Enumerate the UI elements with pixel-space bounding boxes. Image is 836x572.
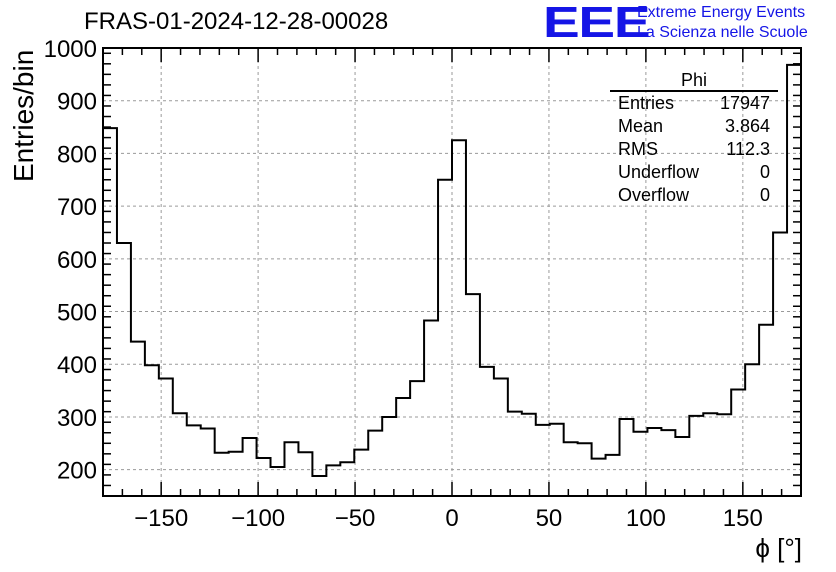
histogram-bin [550,424,564,496]
histogram-bin [745,364,759,496]
histogram-bin [773,232,787,496]
stats-label: Underflow [618,162,700,182]
x-tick-label: 100 [626,505,666,532]
x-axis-label: ϕ [°] [755,533,802,563]
histogram-bin [382,417,396,496]
stats-value: 0 [759,185,770,205]
x-tick-label: −50 [335,505,376,532]
y-tick-label: 900 [57,89,97,116]
grid-lines [103,48,801,496]
histogram-bin [298,452,312,496]
histogram-bin [592,459,606,496]
logo-line-2: La Scienza nelle Scuole [637,24,808,41]
y-tick-label: 1000 [44,36,97,63]
stats-title: Phi [610,70,778,92]
eee-logo: EEE [543,0,651,47]
histogram-bin [438,180,452,496]
histogram-bin [117,243,131,496]
histogram-bin [620,419,634,496]
histogram-bin [494,378,508,496]
histogram-bin [508,412,522,496]
x-tick-label: −100 [231,505,285,532]
stats-value: 3.864 [724,116,770,136]
stats-value: 17947 [719,93,770,113]
histogram-bin [229,452,243,496]
histogram-bin [564,442,578,496]
histogram-bin [173,413,187,496]
histogram-bin [703,413,717,496]
histogram-bin [243,438,257,496]
histogram-bin [536,425,550,496]
x-tick-label: −150 [134,505,188,532]
chart-title: FRAS-01-2024-12-28-00028 [84,8,389,35]
histogram-bin [159,378,173,496]
histogram-bin [661,430,675,496]
x-tick-label: 50 [536,505,563,532]
stats-label: Overflow [618,185,690,205]
histogram-bin [480,367,494,496]
histogram-bin [131,342,145,496]
histogram-bin [689,416,703,496]
stats-label: RMS [618,139,658,159]
histogram-bin [215,453,229,496]
y-tick-label: 800 [57,141,97,168]
logo-line-1: Extreme Energy Events [637,4,806,21]
y-tick-label: 300 [57,405,97,432]
axis-ticks [102,48,802,497]
histogram-bin [731,390,745,496]
stats-label: Mean [618,116,664,136]
histogram-bin [759,325,773,496]
y-axis-label: Entries/bin [8,49,39,182]
histogram-bin [312,476,326,496]
histogram-bin [340,462,354,496]
y-tick-label: 500 [57,300,97,327]
histogram-bin [647,428,661,496]
histogram-bin [396,398,410,496]
stats-row-overflow: Overflow 0 [610,184,778,207]
histogram-bin [578,443,592,496]
histogram-bin [368,431,382,496]
histogram-bin [466,294,480,496]
stats-row-mean: Mean 3.864 [610,115,778,138]
histogram-bin [787,65,801,496]
stats-label: Entries [618,93,675,113]
stats-value: 112.3 [726,139,770,159]
y-tick-label: 700 [57,194,97,221]
histogram-bin [522,414,536,496]
histogram-bin [354,450,368,496]
histogram-bin [452,140,466,496]
y-tick-label: 200 [57,458,97,485]
histogram-bin [410,381,424,496]
x-tick-label: 150 [723,505,763,532]
histogram-bin [284,442,298,496]
stats-box: Phi Entries 17947 Mean 3.864 RMS 112.3 U… [610,70,778,207]
stats-value: 0 [759,162,770,182]
histogram-bin [326,465,340,496]
x-tick-label: 0 [445,505,458,532]
histogram-bin [675,437,689,496]
histogram-bin [424,320,438,496]
y-tick-label: 400 [57,352,97,379]
histogram-bin [103,128,117,496]
y-tick-label: 600 [57,247,97,274]
histogram-bin [717,414,731,496]
stats-row-entries: Entries 17947 [610,92,778,115]
histogram-bin [201,429,215,496]
histogram-bin [145,365,159,496]
histogram-outline [103,63,801,477]
stats-row-rms: RMS 112.3 [610,138,778,161]
histogram-bin [187,425,201,496]
stats-row-underflow: Underflow 0 [610,161,778,184]
